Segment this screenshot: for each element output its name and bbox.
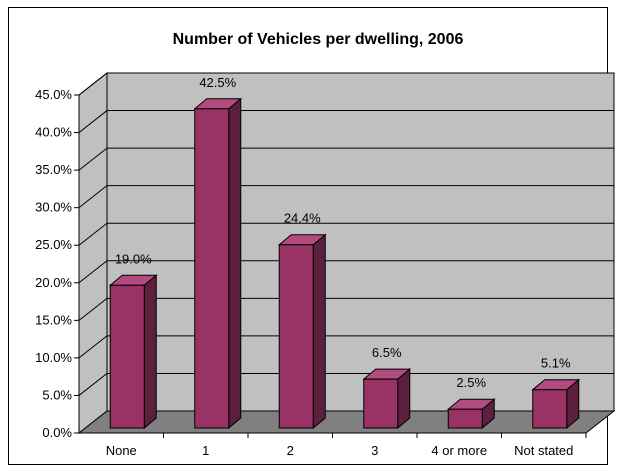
gridline-side	[78, 147, 108, 171]
bar-front	[109, 284, 145, 429]
bar	[108, 274, 158, 430]
bar-front	[532, 389, 568, 429]
y-tick-label: 35.0%	[35, 162, 72, 177]
data-label: 6.5%	[372, 345, 402, 360]
x-tick-label: 2	[287, 443, 294, 458]
gridline-side	[78, 260, 108, 284]
gridline-side	[78, 185, 108, 209]
side-wall	[78, 71, 108, 435]
bar-front	[278, 244, 314, 429]
y-tick-label: 0.0%	[42, 425, 72, 440]
bar-side	[228, 97, 242, 430]
bar	[446, 398, 496, 430]
bar	[193, 97, 243, 430]
gridline-side	[78, 297, 108, 321]
bar	[362, 368, 412, 430]
x-tick-label: 4 or more	[431, 443, 487, 458]
gridline-side	[78, 110, 108, 133]
chart-title: Number of Vehicles per dwelling, 2006	[173, 31, 464, 48]
y-tick-label: 40.0%	[35, 125, 72, 140]
data-label: 2.5%	[456, 375, 486, 390]
data-label: 5.1%	[541, 356, 571, 371]
gridline-side	[78, 373, 108, 396]
y-tick-label: 45.0%	[35, 87, 72, 102]
bar-side	[143, 274, 157, 430]
data-label: 19.0%	[115, 251, 152, 266]
y-tick-label: 20.0%	[35, 275, 72, 290]
back-wall	[106, 72, 615, 412]
gridline-side	[78, 222, 108, 246]
y-tick-label: 5.0%	[42, 387, 72, 402]
y-tick-label: 25.0%	[35, 237, 72, 252]
y-tick-label: 15.0%	[35, 312, 72, 327]
data-label: 24.4%	[284, 211, 321, 226]
bar	[531, 378, 581, 430]
bar-side	[312, 233, 326, 430]
gridline-side	[78, 335, 108, 359]
x-tick-label: 1	[202, 443, 209, 458]
bar-front	[363, 378, 399, 429]
bar	[277, 233, 327, 430]
x-tick-label: 3	[371, 443, 378, 458]
x-tick-label: None	[106, 443, 137, 458]
gridline-side	[78, 72, 108, 96]
y-tick-label: 10.0%	[35, 350, 72, 365]
x-tick-label: Not stated	[514, 443, 573, 458]
data-label: 42.5%	[199, 75, 236, 90]
y-tick-label: 30.0%	[35, 200, 72, 215]
bar-front	[447, 408, 483, 429]
bar-front	[194, 108, 230, 429]
